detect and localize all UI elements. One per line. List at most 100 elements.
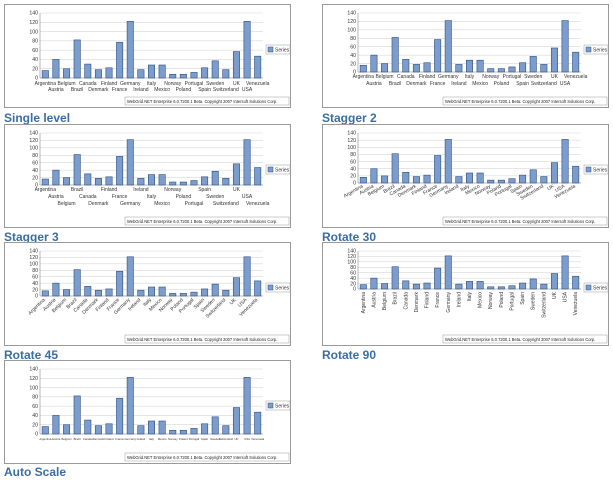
caption-stagger-3: Stagger 3 <box>4 230 59 244</box>
legend-label: Series <box>275 168 290 174</box>
bar <box>222 69 230 79</box>
bar <box>476 59 484 73</box>
bar <box>550 273 558 290</box>
bar <box>94 178 102 186</box>
x-tick-label: Italy <box>147 194 157 200</box>
bar <box>52 59 60 79</box>
footer-text: WebGrid.NET Enterprise 6.0.7200.1 Beta. … <box>445 219 595 224</box>
bar <box>63 68 71 79</box>
x-tick-label: Finland <box>104 437 114 441</box>
bar <box>455 64 463 73</box>
y-tick-label: 80 <box>32 268 38 274</box>
x-tick-label: Ireland <box>137 437 146 441</box>
x-tick-label: Spain <box>201 437 209 441</box>
x-tick-label: Spain <box>520 292 526 305</box>
x-tick-label: Canada <box>79 81 97 87</box>
x-tick-label: Sweden <box>206 194 224 200</box>
x-tick-label: USA <box>242 194 253 200</box>
bar <box>487 68 495 73</box>
bar <box>232 277 240 297</box>
bar <box>455 176 463 184</box>
x-tick-label: Argentina <box>39 437 51 441</box>
x-tick-label: Brazil <box>393 292 399 305</box>
bar <box>466 281 473 290</box>
x-tick-label: Norway <box>168 437 178 441</box>
bar <box>359 64 367 73</box>
x-tick-label: Spain <box>510 183 524 195</box>
bar <box>497 286 505 290</box>
bar <box>52 169 60 186</box>
x-tick-label: France <box>112 194 128 200</box>
y-tick-label: 0 <box>353 181 356 187</box>
bar <box>41 178 49 186</box>
legend-box <box>265 44 291 55</box>
bar <box>148 420 155 435</box>
bar <box>232 163 240 186</box>
bar <box>370 54 378 73</box>
bar <box>179 73 187 79</box>
chart-svg-rotate-45: 020406080100120140ArgentinaAustriaBelgiu… <box>27 249 291 344</box>
legend-label: Series <box>593 48 608 54</box>
y-tick-label: 100 <box>347 28 356 34</box>
x-tick-label: UK <box>233 187 241 193</box>
y-tick-label: 20 <box>350 61 356 67</box>
x-tick-label: Finland <box>425 292 431 309</box>
bar <box>508 285 516 290</box>
bar <box>169 293 177 297</box>
x-tick-label: UK <box>546 183 556 192</box>
x-tick-label: Denmark <box>88 87 109 93</box>
x-tick-label: Venezuela <box>246 81 270 87</box>
y-tick-label: 0 <box>35 294 38 300</box>
x-tick-label: Germany <box>120 81 141 87</box>
x-tick-label: France <box>435 292 441 308</box>
chart-svg-single-level: 0 20 40 60 80 100 120 140 ArgentinaAustriaBelgiu… <box>29 11 291 106</box>
y-tick-label: 40 <box>32 57 38 63</box>
bar <box>41 426 49 435</box>
x-tick-label: Canada <box>79 194 97 200</box>
y-tick-label: 120 <box>29 255 38 261</box>
caption-stagger-2: Stagger 2 <box>322 111 377 125</box>
x-tick-label: UK <box>551 74 559 80</box>
y-tick-label: 60 <box>32 404 38 410</box>
bar <box>179 181 187 186</box>
x-tick-label: Sweden <box>206 81 224 87</box>
x-tick-label: UK <box>229 297 239 307</box>
bar <box>423 62 431 73</box>
x-tick-label: Sweden <box>524 74 542 80</box>
chart-panel-single-level: 0 20 40 60 80 100 120 140 Argentina Austria Belgiu… <box>4 4 291 108</box>
legend: Series <box>265 44 291 55</box>
bar <box>116 156 124 186</box>
bar <box>487 179 495 184</box>
bar <box>222 425 230 435</box>
y-tick-label: 120 <box>29 138 38 144</box>
bar <box>412 176 420 184</box>
legend-swatch <box>585 46 592 53</box>
bar <box>519 174 527 184</box>
chart-panel-rotate-30: 0 20 40 60 80 100 120 140 Argentina Austria Belgiu… <box>322 124 609 228</box>
x-tick-label: Austria <box>52 437 61 441</box>
y-tick-label: 80 <box>32 395 38 401</box>
bar <box>116 397 124 435</box>
bar <box>381 63 389 73</box>
x-tick-label: Argentina <box>35 81 57 87</box>
caption-rotate-45: Rotate 45 <box>4 348 59 362</box>
x-tick-label: Mexico <box>154 201 170 207</box>
bar <box>201 423 209 435</box>
legend: Series <box>583 164 609 175</box>
footer-box <box>442 334 608 344</box>
y-tick-label: 60 <box>350 44 356 50</box>
bar <box>116 41 124 79</box>
legend-label: Series <box>593 286 608 292</box>
bar <box>561 255 569 290</box>
x-tick-label: Austria <box>366 81 382 87</box>
bar <box>169 429 177 435</box>
bar <box>423 174 431 184</box>
bar <box>476 172 484 184</box>
x-tick-label: Germany <box>125 437 137 441</box>
x-tick-label: Venezuela <box>564 74 588 80</box>
x-tick-label: Argentina <box>361 292 367 314</box>
bar <box>222 289 230 297</box>
chart-panel-rotate-45: 0 20 40 60 80 100 120 140 Argentina Austria Belgiu… <box>4 242 291 346</box>
y-tick-label: 40 <box>350 53 356 59</box>
y-tick-label: 40 <box>32 413 38 419</box>
